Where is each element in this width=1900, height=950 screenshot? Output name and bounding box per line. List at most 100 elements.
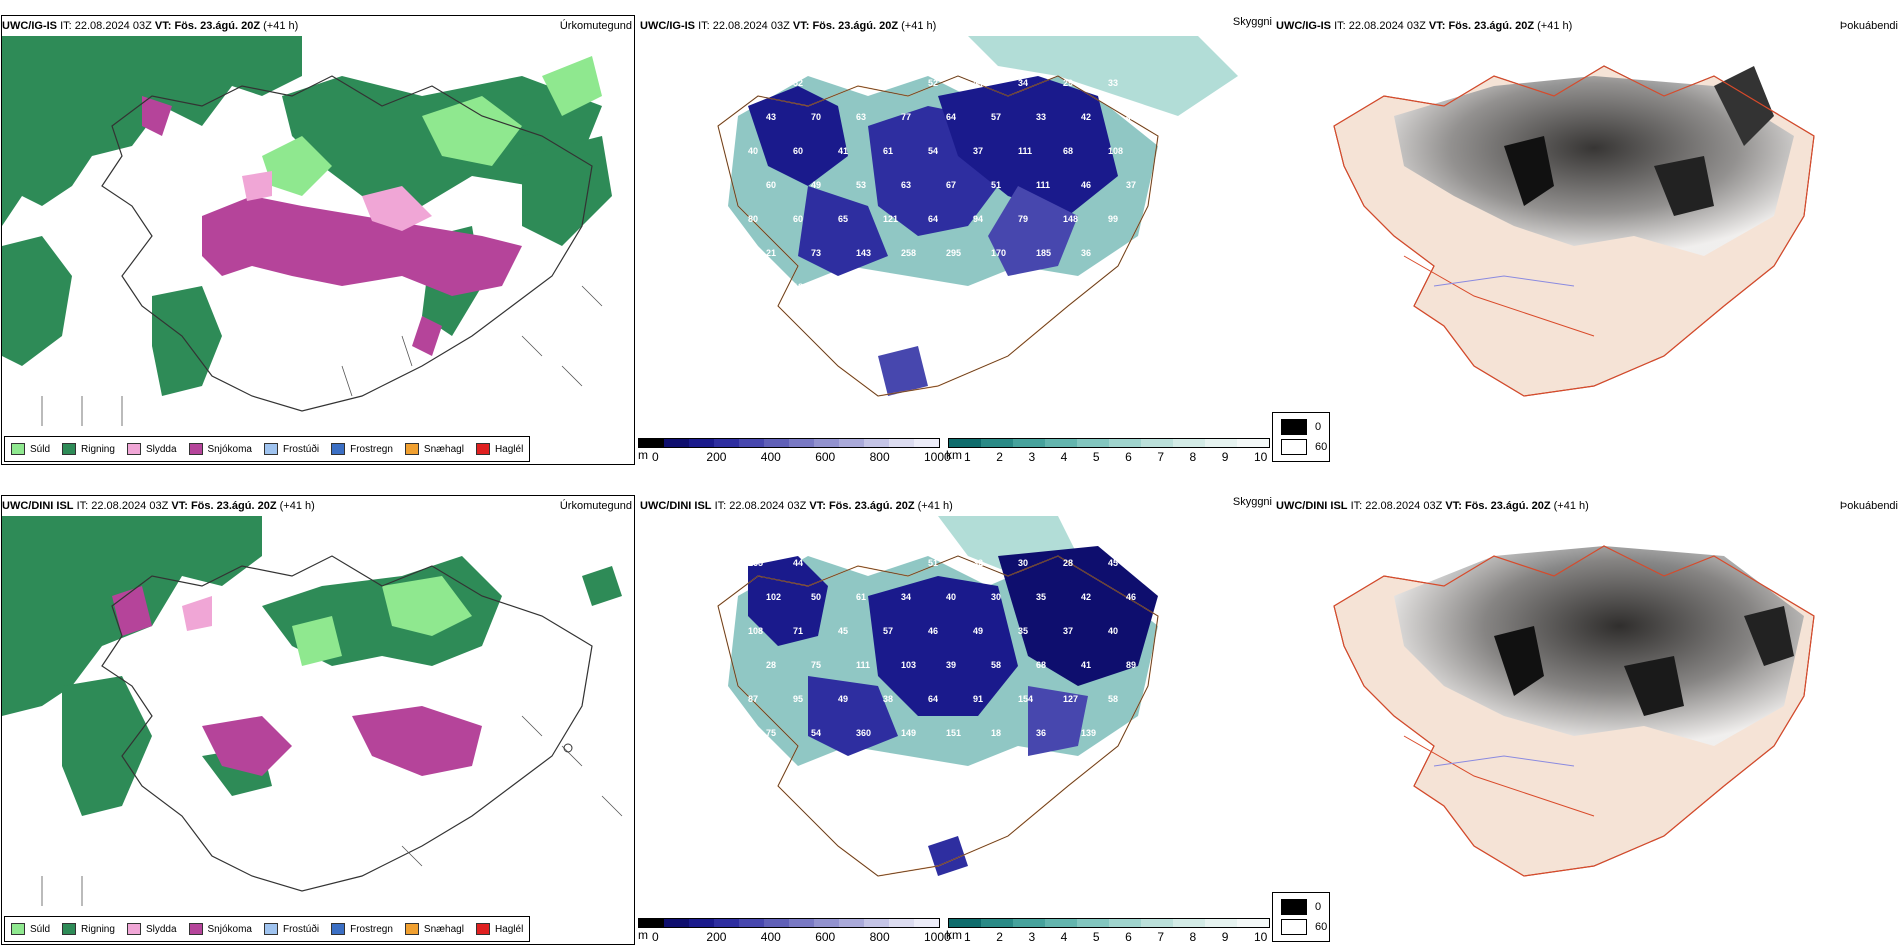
- visibility-value-label: 127: [1063, 694, 1078, 704]
- colorbar-cell: [639, 439, 664, 447]
- colorbar-cell: [1013, 919, 1045, 927]
- cloud-swatch: [1281, 439, 1307, 455]
- colorbar-tick: 0: [652, 930, 659, 944]
- visibility-value-label: 295: [946, 248, 961, 258]
- colorbar-cell: [914, 439, 939, 447]
- visibility-value-label: 33: [1036, 112, 1046, 122]
- visibility-value-label: 91: [973, 694, 983, 704]
- visibility-colorbar: 1 2 3 4 5 6 7 8 9 10: [948, 438, 1270, 468]
- visibility-value-label: 52: [928, 78, 938, 88]
- colorbar-cell: [1173, 439, 1205, 447]
- visibility-value-label: 60: [793, 214, 803, 224]
- legend-item-sudl: Súld: [11, 923, 50, 935]
- visibility-value-label: 58: [1108, 694, 1118, 704]
- ceiling-unit: m: [638, 448, 648, 462]
- visibility-value-label: 57: [991, 112, 1001, 122]
- visibility-value-label: 38: [883, 694, 893, 704]
- panel-corner-label: Þokuábendi: [1839, 20, 1898, 32]
- colorbar-cell: [764, 919, 789, 927]
- colorbar-tick: 7: [1157, 450, 1165, 464]
- legend-item-hagel: Haglél: [475, 443, 523, 455]
- visibility-map: 423 52 50 109 52 44 34 29 33 43 70 63 77 64 57 33 42 41 40…: [717, 36, 1238, 397]
- colorbar-cell: [689, 919, 714, 927]
- visibility-value-label: 35: [1018, 626, 1028, 636]
- colorbar-cell: [1141, 919, 1173, 927]
- visibility-value-label: 37: [973, 146, 983, 156]
- visibility-cells: [948, 918, 1270, 928]
- visibility-value-label: 99: [1108, 214, 1118, 224]
- colorbar-tick: 3: [1028, 450, 1036, 464]
- legend-swatch: [331, 443, 346, 455]
- ceiling-ticks: 0 200 400 600 800 1000: [638, 928, 951, 944]
- visibility-value-label: 54: [928, 146, 938, 156]
- visibility-value-label: 45: [1108, 558, 1118, 568]
- colorbar-cell: [914, 919, 939, 927]
- colorbar-cell: [949, 919, 981, 927]
- ceiling-colorbar: 0 200 400 600 800 1000: [638, 438, 951, 468]
- visibility-value-label: 45: [838, 626, 848, 636]
- panel-corner-label: Úrkomutegund: [559, 500, 632, 512]
- visibility-value-label: 79: [1018, 214, 1028, 224]
- legend-swatch: [188, 923, 203, 935]
- visibility-value-label: 36: [1036, 728, 1046, 738]
- panel-title: UWC/DINI ISL IT: 22.08.2024 03Z VT: Fös.…: [1276, 500, 1589, 512]
- visibility-value-label: 65: [838, 214, 848, 224]
- panel-title: UWC/IG-IS IT: 22.08.2024 03Z VT: Fös. 23…: [1276, 20, 1573, 32]
- colorbar-cell: [664, 919, 689, 927]
- colorbar-cell: [1141, 439, 1173, 447]
- panel-corner-label: Þokuábendi: [1839, 500, 1898, 512]
- colorbar-cell: [1109, 919, 1141, 927]
- colorbar-cell: [1045, 439, 1077, 447]
- cloud-swatch: [1281, 899, 1307, 915]
- visibility-value-label: 44: [973, 78, 983, 88]
- cloud-legend-row: 0: [1281, 419, 1321, 435]
- colorbar-cell: [1205, 919, 1237, 927]
- cloud-swatch: [1281, 919, 1307, 935]
- visibility-map: 165 44 93 56 51 32 30 28 45 102 50 61 34 40 30 35 42 46 10…: [717, 516, 1159, 877]
- cloud-map: [1333, 65, 1815, 397]
- colorbar-tick: 6: [1125, 930, 1132, 944]
- legend-item-rigning: Rigning: [62, 923, 115, 935]
- colorbar-tick: 400: [760, 930, 781, 944]
- colorbar-cell: [1013, 439, 1045, 447]
- precip-type-panel: UWC/DINI ISL IT: 22.08.2024 03Z VT: Fös.…: [0, 480, 638, 950]
- visibility-value-label: 71: [748, 762, 758, 772]
- visibility-value-label: 46: [1081, 180, 1091, 190]
- colorbar-tick: 2: [996, 930, 1003, 944]
- colorbar-cell: [1237, 919, 1269, 927]
- visibility-value-label: 54: [811, 728, 821, 738]
- colorbar-tick: 8: [1189, 930, 1197, 944]
- legend-item-frostudi: Frostúði: [263, 923, 319, 935]
- legend-item-frostregn: Frostregn: [331, 443, 393, 455]
- visibility-value-label: 23: [883, 282, 893, 292]
- visibility-value-label: 40: [1108, 626, 1118, 636]
- visibility-value-label: 151: [946, 728, 961, 738]
- visibility-value-label: 43: [766, 112, 776, 122]
- colorbar-tick: 1: [964, 450, 971, 464]
- legend-swatch: [126, 923, 141, 935]
- visibility-value-label: 71: [793, 626, 803, 636]
- visibility-value-label: 51: [991, 180, 1001, 190]
- visibility-value-label: 109: [883, 78, 898, 88]
- visibility-value-label: 148: [1063, 214, 1078, 224]
- visibility-value-label: 60: [766, 180, 776, 190]
- colorbar-cell: [1237, 439, 1269, 447]
- colorbar-cell: [764, 439, 789, 447]
- colorbar-cell: [889, 439, 914, 447]
- visibility-value-label: 29: [1063, 78, 1073, 88]
- visibility-value-label: 39: [946, 660, 956, 670]
- visibility-value-label: 33: [1108, 78, 1118, 88]
- visibility-value-label: 77: [901, 112, 911, 122]
- colorbar-cell: [1045, 919, 1077, 927]
- visibility-value-label: 46: [1126, 592, 1136, 602]
- visibility-value-label: 49: [973, 626, 983, 636]
- visibility-value-label: 41: [1126, 112, 1136, 122]
- colorbar-cell: [839, 919, 864, 927]
- ceiling-cells: [638, 918, 940, 928]
- visibility-value-label: 30: [991, 592, 1001, 602]
- visibility-value-label: 32: [973, 558, 983, 568]
- visibility-value-label: 149: [901, 728, 916, 738]
- colorbar-cell: [689, 439, 714, 447]
- legend-item-frostregn: Frostregn: [331, 923, 393, 935]
- colorbar-cell: [1077, 919, 1109, 927]
